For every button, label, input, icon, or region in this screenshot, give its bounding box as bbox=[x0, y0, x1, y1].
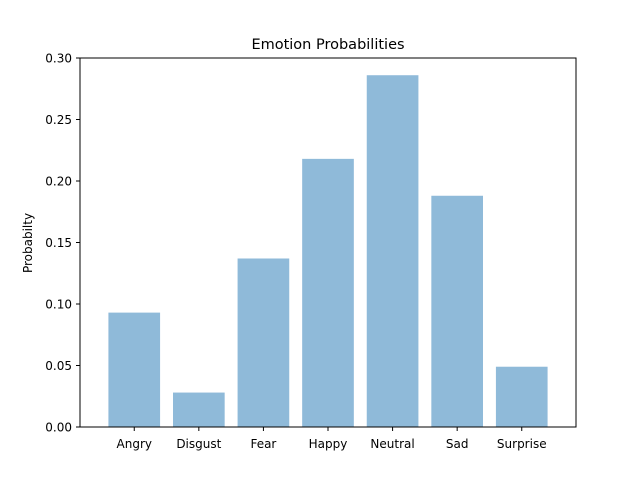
bar-neutral bbox=[366, 75, 419, 427]
bar-angry bbox=[108, 312, 161, 427]
y-tick-label: 0.05 bbox=[45, 359, 72, 373]
x-tick-label: Sad bbox=[446, 437, 469, 451]
y-axis-ticks: 0.00 0.05 0.10 0.15 0.20 0.25 0.30 bbox=[45, 52, 80, 435]
bar-happy bbox=[302, 158, 354, 428]
y-tick-label: 0.10 bbox=[45, 298, 72, 312]
y-axis-label: Probabilty bbox=[21, 213, 35, 273]
y-tick-label: 0.30 bbox=[45, 52, 72, 66]
x-axis-ticks: Angry Disgust Fear Happy Neutral Sad Surprise bbox=[117, 427, 547, 451]
chart-title: Emotion Probabilities bbox=[251, 37, 404, 53]
y-tick-label: 0.25 bbox=[45, 113, 72, 127]
x-tick-label: Fear bbox=[250, 437, 276, 451]
bar-surprise bbox=[495, 366, 548, 427]
bars-group bbox=[108, 75, 548, 428]
bar-disgust bbox=[173, 392, 225, 427]
x-tick-label: Angry bbox=[117, 437, 152, 451]
x-tick-label: Surprise bbox=[497, 437, 547, 451]
x-tick-label: Disgust bbox=[176, 437, 221, 451]
y-tick-label: 0.20 bbox=[45, 175, 72, 189]
bar-sad bbox=[431, 195, 483, 427]
y-tick-label: 0.00 bbox=[45, 421, 72, 435]
plot-frame bbox=[79, 57, 577, 428]
y-tick-label: 0.15 bbox=[45, 236, 72, 250]
x-tick-label: Happy bbox=[309, 437, 348, 451]
bar-fear bbox=[237, 258, 290, 427]
x-tick-label: Neutral bbox=[370, 437, 414, 451]
